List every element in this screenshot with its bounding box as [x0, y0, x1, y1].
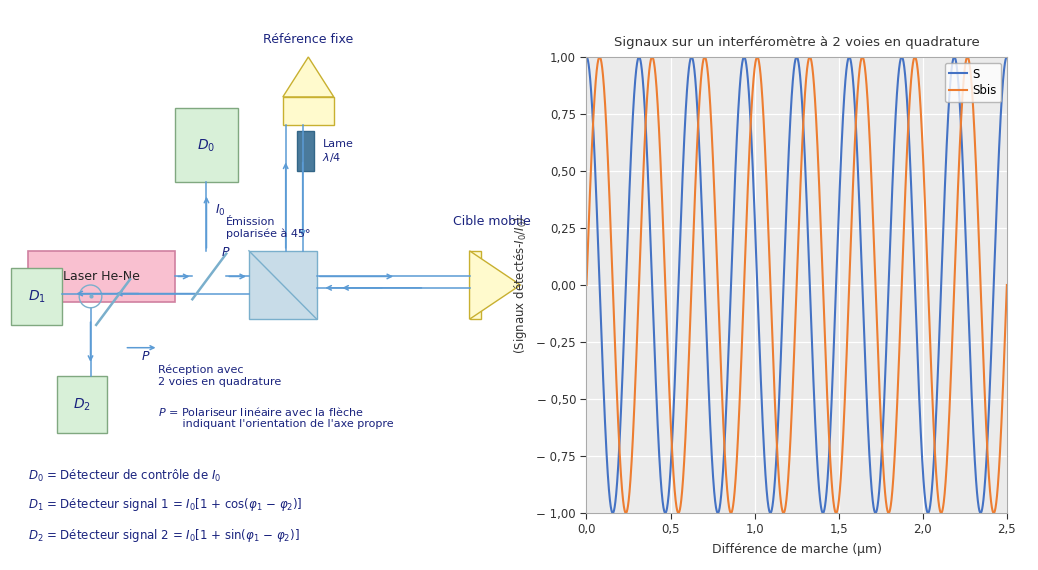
- Text: $I_0$: $I_0$: [215, 203, 225, 218]
- Text: $D_1$ = Détecteur signal 1 = $I_0$[1 + cos($\varphi_1$ − $\varphi_2$)]: $D_1$ = Détecteur signal 1 = $I_0$[1 + c…: [28, 496, 303, 513]
- Sbis: [673, 510, 685, 516]
- Text: $D_0$: $D_0$: [197, 137, 216, 153]
- Bar: [57, 376, 108, 433]
- Text: $D_2$: $D_2$: [73, 397, 91, 413]
- Line: Sbis: Sbis: [586, 57, 1007, 513]
- X-axis label: Différence de marche (μm): Différence de marche (μm): [712, 543, 881, 556]
- Sbis: [908, 54, 921, 60]
- Sbis: [741, 184, 754, 191]
- Text: $P$ = Polariseur linéaire avec la flèche
       indiquant l'orientation de l'axe: $P$ = Polariseur linéaire avec la flèche…: [159, 405, 394, 429]
- Text: Laser He-Ne: Laser He-Ne: [63, 270, 140, 283]
- Text: Cible mobile: Cible mobile: [454, 215, 531, 228]
- S: [1001, 54, 1013, 60]
- Text: $P$: $P$: [221, 246, 230, 259]
- Text: $P$: $P$: [141, 350, 151, 363]
- Bar: [11, 268, 62, 325]
- Polygon shape: [282, 57, 334, 97]
- Sbis: [760, 168, 772, 175]
- Polygon shape: [469, 251, 520, 319]
- Sbis: [653, 133, 665, 140]
- Text: Réception avec
2 voies en quadrature: Réception avec 2 voies en quadrature: [159, 365, 281, 387]
- S: [741, 74, 754, 81]
- Sbis: [948, 301, 960, 308]
- Bar: [249, 251, 317, 319]
- Text: $D_2$ = Détecteur signal 2 = $I_0$[1 + sin($\varphi_1$ − $\varphi_2$)]: $D_2$ = Détecteur signal 2 = $I_0$[1 + s…: [28, 527, 300, 544]
- Sbis: [628, 401, 640, 408]
- Sbis: [1001, 282, 1013, 288]
- S: [628, 87, 640, 94]
- Bar: [28, 251, 175, 302]
- Text: $D_1$: $D_1$: [28, 288, 46, 304]
- S: [948, 55, 960, 62]
- S: [580, 54, 593, 60]
- Sbis: [992, 468, 1005, 475]
- Bar: [175, 108, 238, 182]
- S: [992, 153, 1005, 160]
- Y-axis label: (Signaux détectés-$I_0$/$I_0$): (Signaux détectés-$I_0$/$I_0$): [513, 216, 529, 354]
- S: [764, 510, 776, 516]
- Title: Signaux sur un interféromètre à 2 voies en quadrature: Signaux sur un interféromètre à 2 voies …: [613, 36, 980, 49]
- Text: Référence fixe: Référence fixe: [264, 32, 353, 46]
- Bar: [282, 97, 334, 125]
- Text: Lame
$\lambda$/4: Lame $\lambda$/4: [323, 139, 353, 164]
- Bar: [297, 131, 313, 171]
- Text: $D_0$ = Détecteur de contrôle de $I_0$: $D_0$ = Détecteur de contrôle de $I_0$: [28, 467, 221, 483]
- Text: Émission
polarisée à 45°: Émission polarisée à 45°: [226, 217, 310, 239]
- Sbis: [580, 282, 593, 288]
- Line: S: S: [586, 57, 1007, 513]
- S: [653, 455, 665, 462]
- S: [760, 478, 772, 484]
- Legend: S, Sbis: S, Sbis: [945, 63, 1001, 102]
- Bar: [469, 251, 481, 319]
